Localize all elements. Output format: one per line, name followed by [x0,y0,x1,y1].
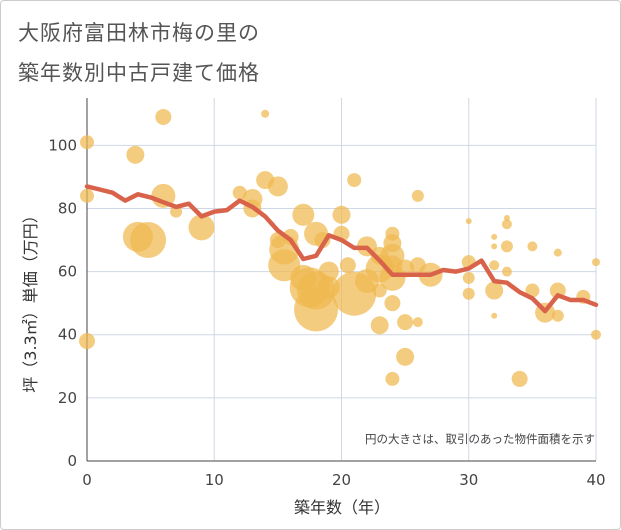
data-bubble [339,257,356,274]
data-bubble [592,258,600,267]
data-bubble [282,228,299,245]
data-bubble [412,317,423,328]
data-bubble [347,173,362,188]
data-bubble [397,314,414,331]
data-bubble [500,240,513,253]
data-bubble [385,371,400,386]
data-bubble [491,233,498,240]
y-tick-label: 100 [48,136,77,154]
data-bubble [462,271,475,284]
y-tick-label: 40 [58,326,77,344]
data-bubble [489,260,500,271]
x-tick-label: 20 [332,471,351,489]
data-bubble [170,205,183,218]
data-bubble [411,189,424,202]
data-bubble [491,243,498,250]
data-bubble [511,370,528,387]
data-bubble [551,309,564,322]
data-bubble [261,109,270,118]
x-tick-label: 10 [205,471,224,489]
data-bubble [126,145,145,164]
y-axis-label: 坪（3.3㎡）単価（万円） [21,207,40,392]
data-bubble [79,333,95,350]
data-bubble [294,287,339,332]
bubble-size-note: 円の大きさは、取引のあった物件面積を示す [365,432,595,446]
data-bubble [501,219,512,230]
data-bubble [501,266,512,277]
bubble-layer [79,108,601,387]
chart-title-line2: 築年数別中古戸建て価格 [18,61,260,85]
trend-line-layer [84,184,599,314]
data-bubble [318,261,339,282]
data-bubble [527,241,538,252]
data-bubble [267,176,288,197]
data-bubble [503,214,510,221]
x-tick-label: 30 [459,471,478,489]
chart-title-line1: 大阪府富田林市梅の里の [18,21,260,45]
x-tick-label: 40 [586,471,605,489]
x-axis-label: 築年数（年） [294,498,390,517]
data-bubble [525,283,540,298]
data-bubble [80,135,94,150]
data-bubble [591,329,601,340]
data-bubble [485,281,504,300]
data-bubble [155,108,172,125]
data-bubble [370,316,389,335]
data-bubble [332,205,351,224]
y-tick-label: 20 [58,389,77,407]
data-bubble [553,248,562,257]
data-bubble [188,214,215,241]
average-price-line [84,184,599,314]
y-tick-label: 80 [58,199,77,217]
y-tick-label: 0 [67,452,77,470]
data-bubble [396,347,415,366]
data-bubble [462,287,475,300]
x-tick-label: 0 [82,471,92,489]
data-bubble [130,222,167,259]
data-bubble [384,295,401,312]
tick-labels: 0 10 20 30 40 0 20 40 60 80 100 [48,136,605,489]
axes [86,98,596,462]
data-bubble [491,312,498,319]
data-bubble [292,203,315,226]
y-tick-label: 60 [58,263,77,281]
data-bubble [465,218,472,225]
data-bubble [80,188,94,203]
